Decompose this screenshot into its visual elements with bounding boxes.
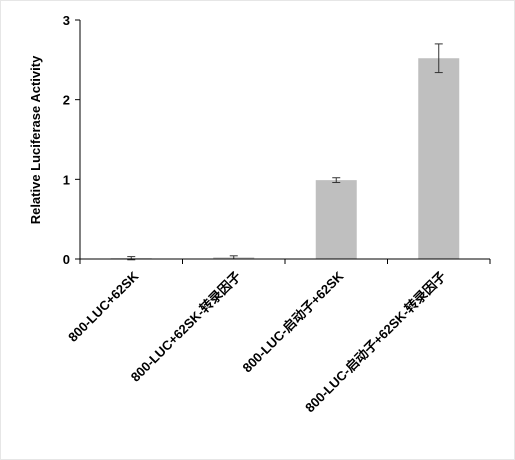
y-axis-label: Relative Luciferase Activity [28, 55, 43, 224]
y-tick-label: 0 [63, 252, 70, 267]
y-tick-label: 1 [63, 172, 70, 187]
y-tick-label: 3 [63, 13, 70, 28]
bar [418, 58, 460, 259]
y-tick-label: 2 [63, 93, 70, 108]
bar [315, 180, 357, 259]
error-bar [434, 43, 443, 74]
error-bar [332, 177, 341, 184]
